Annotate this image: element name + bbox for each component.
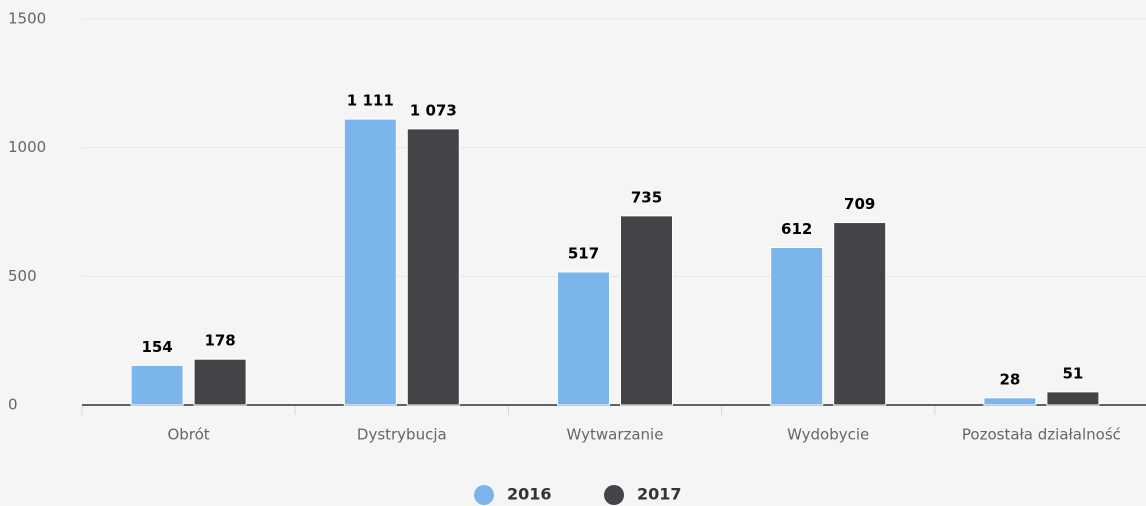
- x-tick-label: Dystrybucja: [357, 426, 447, 444]
- bar: [557, 271, 610, 406]
- legend-label: 2016: [507, 485, 552, 504]
- y-tick-label: 1000: [8, 138, 46, 156]
- bar: [343, 118, 397, 406]
- y-tick-label: 500: [8, 267, 37, 285]
- data-label: 1 073: [410, 101, 457, 119]
- bar: [193, 358, 247, 406]
- data-label: 1 111: [347, 92, 394, 110]
- data-label: 735: [631, 188, 662, 206]
- legend-marker: [474, 485, 494, 505]
- bar: [620, 215, 673, 406]
- bar: [983, 397, 1037, 406]
- bar: [833, 222, 887, 406]
- data-label: 51: [1062, 364, 1083, 382]
- data-label: 178: [204, 332, 235, 350]
- data-label: 154: [141, 338, 172, 356]
- data-label: 612: [781, 220, 812, 238]
- x-tick-label: Pozostała działalność: [962, 426, 1121, 444]
- x-tick-label: Wytwarzanie: [567, 426, 664, 444]
- data-label: 517: [568, 244, 599, 262]
- data-label: 709: [844, 195, 875, 213]
- data-label: 28: [999, 370, 1020, 388]
- y-tick-label: 0: [8, 396, 18, 414]
- y-tick-label: 1500: [8, 10, 46, 28]
- bar: [1046, 391, 1100, 406]
- legend-label: 2017: [637, 485, 682, 504]
- bar: [770, 247, 824, 406]
- x-tick-label: Wydobycie: [787, 426, 869, 444]
- x-tick-label: Obrót: [167, 426, 209, 444]
- bar: [406, 128, 460, 406]
- bar: [130, 364, 184, 406]
- legend-marker: [604, 485, 624, 505]
